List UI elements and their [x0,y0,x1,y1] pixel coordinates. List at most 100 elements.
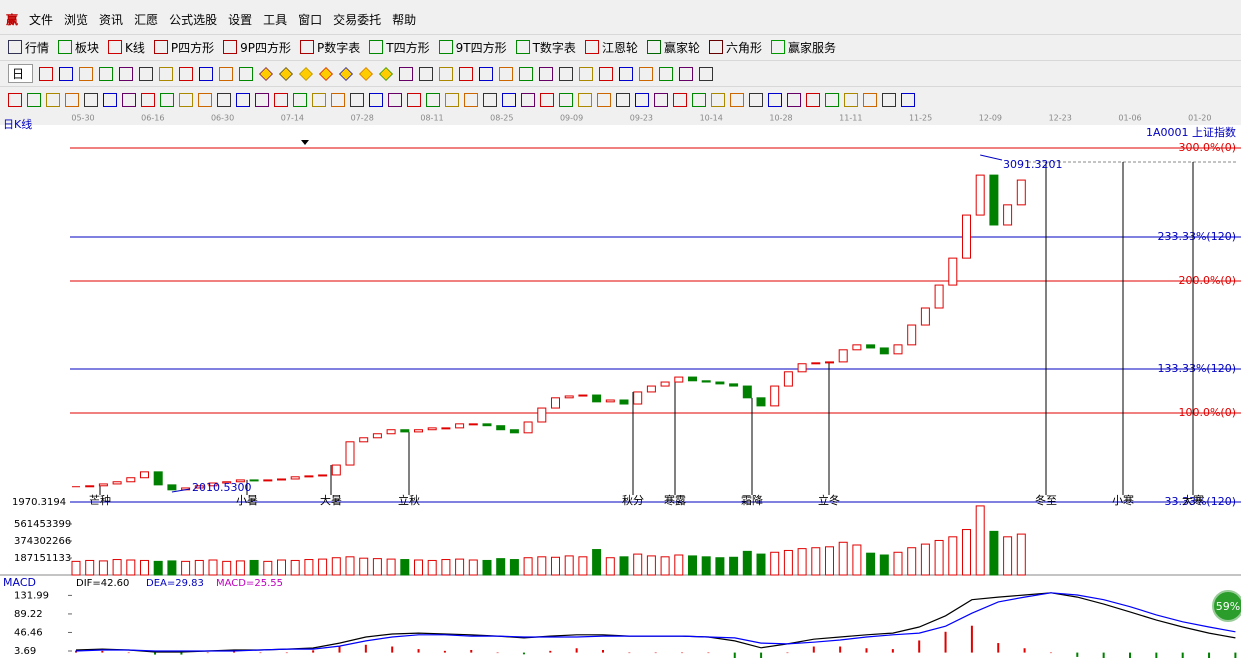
draw-icon[interactable] [502,92,516,107]
tool-icon[interactable] [319,66,333,81]
draw-icon[interactable] [825,92,839,107]
tool-icon[interactable] [239,66,254,81]
tool-icon[interactable] [459,66,474,81]
menu-item[interactable]: 文件 [29,12,54,27]
draw-icon[interactable] [844,92,858,107]
draw-icon[interactable] [46,92,60,107]
tool-icon[interactable] [359,66,373,81]
draw-icon[interactable] [597,92,611,107]
toolbar-button[interactable]: 板块 [58,39,99,56]
tool-icon[interactable] [159,66,174,81]
tool-icon[interactable] [539,66,554,81]
tool-icon[interactable] [559,66,574,81]
menu-item[interactable]: 交易委托 [333,12,382,27]
badge[interactable] [1212,590,1241,622]
draw-icon[interactable] [426,92,440,107]
tool-icon[interactable] [39,66,54,81]
draw-icon[interactable] [160,92,174,107]
draw-icon[interactable] [464,92,478,107]
draw-icon[interactable] [122,92,136,107]
tool-icon[interactable] [259,66,273,81]
tool-icon[interactable] [499,66,514,81]
draw-icon[interactable] [749,92,763,107]
draw-icon[interactable] [293,92,307,107]
toolbar-button[interactable]: K线 [108,39,145,56]
tool-icon[interactable] [139,66,154,81]
draw-icon[interactable] [236,92,250,107]
draw-icon[interactable] [863,92,877,107]
draw-icon[interactable] [806,92,820,107]
draw-icon[interactable] [540,92,554,107]
tool-icon[interactable] [479,66,494,81]
tool-icon[interactable] [199,66,214,81]
toolbar-button[interactable]: T数字表 [515,39,576,56]
menu-item[interactable]: 窗口 [298,12,323,27]
tool-icon[interactable] [179,66,194,81]
toolbar-button[interactable]: 赢家轮 [646,39,700,56]
tool-icon[interactable] [439,66,454,81]
tool-icon[interactable] [579,66,594,81]
toolbar-button[interactable]: 六角形 [708,39,762,56]
tool-icon[interactable] [119,66,134,81]
draw-icon[interactable] [141,92,155,107]
draw-icon[interactable] [217,92,231,107]
draw-icon[interactable] [27,92,41,107]
tool-icon[interactable] [279,66,293,81]
draw-icon[interactable] [711,92,725,107]
draw-icon[interactable] [882,92,896,107]
draw-icon[interactable] [635,92,649,107]
draw-icon[interactable] [350,92,364,107]
tool-icon[interactable] [399,66,414,81]
draw-icon[interactable] [388,92,402,107]
menu-item[interactable]: 帮助 [392,12,417,27]
draw-icon[interactable] [198,92,212,107]
draw-icon[interactable] [787,92,801,107]
draw-icon[interactable] [673,92,687,107]
tool-icon[interactable] [699,66,714,81]
menu-item[interactable]: 资讯 [99,12,124,27]
draw-icon[interactable] [730,92,744,107]
draw-icon[interactable] [312,92,326,107]
menu-item[interactable]: 设置 [228,12,253,27]
draw-icon[interactable] [369,92,383,107]
tool-icon[interactable] [79,66,94,81]
draw-icon[interactable] [331,92,345,107]
draw-icon[interactable] [768,92,782,107]
tool-icon[interactable] [59,66,74,81]
draw-icon[interactable] [521,92,535,107]
draw-icon[interactable] [84,92,98,107]
toolbar-button[interactable]: 9T四方形 [438,39,507,56]
toolbar-button[interactable]: P数字表 [300,39,360,56]
draw-icon[interactable] [901,92,915,107]
draw-icon[interactable] [179,92,193,107]
tool-icon[interactable] [379,66,393,81]
menu-item[interactable]: 汇愿 [134,12,159,27]
draw-icon[interactable] [483,92,497,107]
toolbar-button[interactable]: 行情 [8,39,49,56]
tool-icon[interactable] [619,66,634,81]
tool-icon[interactable] [679,66,694,81]
tool-icon[interactable] [299,66,313,81]
draw-icon[interactable] [407,92,421,107]
tool-icon[interactable] [99,66,114,81]
tool-icon[interactable] [599,66,614,81]
period-select[interactable]: 日 [8,64,34,83]
tool-icon[interactable] [519,66,534,81]
draw-icon[interactable] [445,92,459,107]
badge-text[interactable]: 59% [1216,600,1240,613]
draw-icon[interactable] [559,92,573,107]
menu-item[interactable]: 工具 [263,12,288,27]
tool-icon[interactable] [639,66,654,81]
draw-icon[interactable] [654,92,668,107]
draw-icon[interactable] [692,92,706,107]
menu-item[interactable]: 浏览 [64,12,89,27]
toolbar-button[interactable]: T四方形 [369,39,430,56]
draw-icon[interactable] [65,92,79,107]
tool-icon[interactable] [339,66,353,81]
tool-icon[interactable] [659,66,674,81]
toolbar-button[interactable]: 9P四方形 [223,39,291,56]
tool-icon[interactable] [219,66,234,81]
toolbar-button[interactable]: P四方形 [153,39,214,56]
draw-icon[interactable] [578,92,592,107]
toolbar-button[interactable]: 赢家服务 [770,39,836,56]
